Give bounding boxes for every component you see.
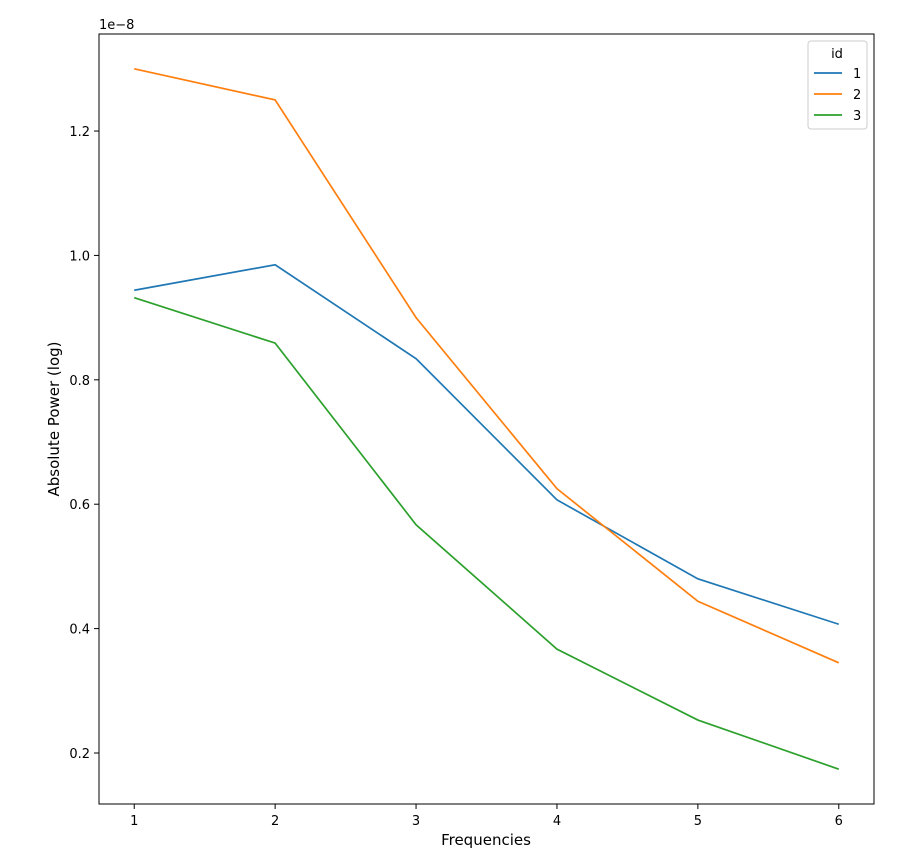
y-tick-label: 1.2	[69, 125, 90, 140]
x-axis-label: Frequencies	[441, 831, 531, 849]
legend-title: id	[831, 47, 843, 62]
x-tick-label: 1	[130, 814, 138, 829]
series-line-2	[134, 68, 840, 664]
y-tick-label: 1.0	[69, 249, 90, 264]
x-tick-label: 2	[271, 814, 279, 829]
y-tick-label: 0.8	[69, 374, 90, 389]
legend-box	[807, 40, 868, 130]
series-line-3	[133, 296, 840, 770]
series-line-1	[134, 263, 840, 626]
plot-area	[133, 68, 840, 770]
y-tick-label: 0.4	[69, 623, 90, 638]
y-offset-label: 1e−8	[99, 18, 134, 33]
axes-frame	[98, 33, 875, 805]
legend-label-3: 3	[853, 109, 861, 124]
y-axis-label: Absolute Power (log)	[45, 341, 63, 496]
y-tick-label: 0.2	[69, 747, 90, 762]
legend: id 1 2 3	[807, 40, 868, 130]
y-axis: 0.2 0.4 0.6 0.8 1.0 1.2	[69, 125, 99, 762]
legend-label-1: 1	[853, 67, 861, 82]
x-tick-label: 4	[553, 814, 561, 829]
x-tick-label: 5	[694, 814, 702, 829]
x-tick-label: 6	[835, 814, 843, 829]
y-tick-label: 0.6	[69, 498, 90, 513]
legend-label-2: 2	[853, 88, 861, 103]
x-axis: 1 2 3 4 5 6	[130, 804, 843, 829]
x-tick-label: 3	[412, 814, 420, 829]
